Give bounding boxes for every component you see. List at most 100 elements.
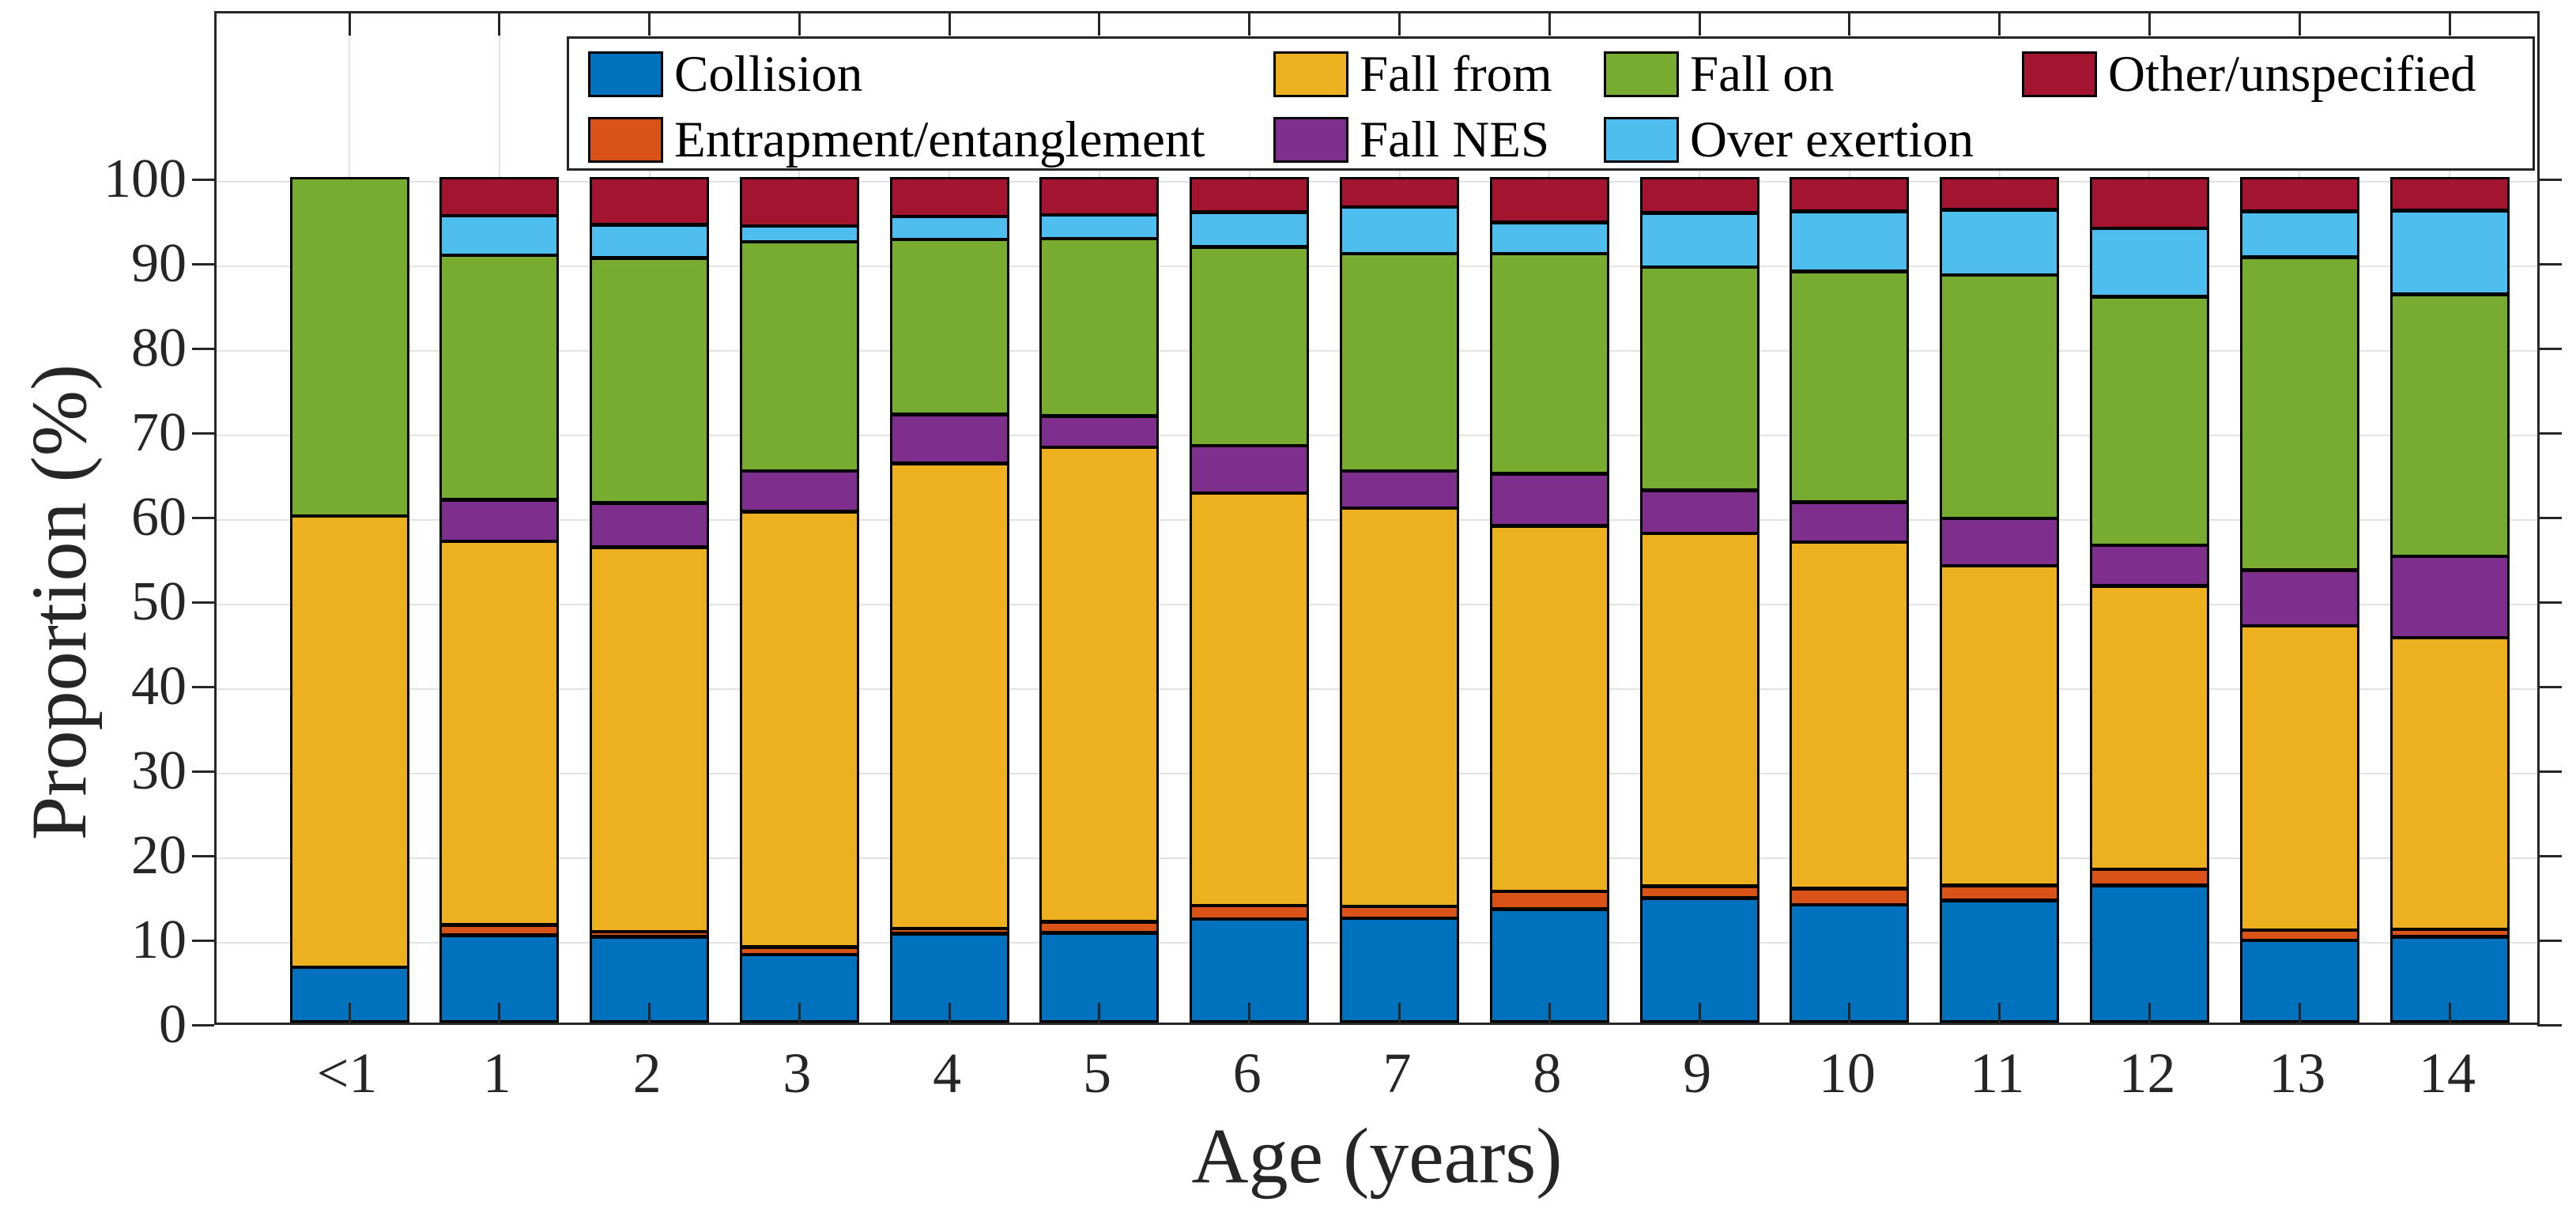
y-tick-left	[192, 939, 214, 942]
bar	[1790, 9, 1910, 1023]
y-tick-label: 70	[131, 402, 187, 463]
y-tick-label: 50	[131, 571, 187, 632]
x-tick-bottom	[348, 1003, 351, 1025]
bar-segment-fall-on	[439, 254, 560, 501]
y-tick-left	[192, 770, 214, 773]
bar-segment-over-exertion	[2089, 228, 2209, 298]
x-tick-bottom	[798, 1003, 801, 1025]
bar-segment-fall-from	[739, 510, 859, 948]
y-tick-right	[2537, 685, 2562, 688]
bar-segment-fall-from	[1489, 525, 1609, 892]
y-tick-label: 80	[131, 318, 187, 379]
x-tick-label: <1	[316, 1042, 378, 1105]
x-tick-bottom	[648, 1003, 651, 1025]
bar-segment-fall-from	[1940, 565, 2060, 887]
y-tick-label: 90	[131, 233, 187, 294]
x-tick-label: 9	[1683, 1042, 1712, 1105]
legend-swatch-other-unspecified	[2022, 51, 2097, 97]
bar-segment-fall-from	[590, 546, 710, 932]
x-tick-bottom	[1848, 1003, 1851, 1025]
y-tick-left	[192, 347, 214, 350]
x-tick-bottom	[2148, 1003, 2151, 1025]
x-tick-top	[648, 13, 651, 36]
bar-segment-over-exertion	[590, 224, 710, 259]
legend-swatch-collision	[588, 51, 663, 97]
y-tick-right	[2537, 1023, 2562, 1027]
y-tick-right	[2537, 601, 2562, 604]
bar-segment-fall-from	[1039, 446, 1160, 923]
x-tick-bottom	[1248, 1003, 1251, 1025]
bar-segment-other-unspecified	[590, 177, 710, 226]
bar-segment-fall-nes	[1340, 470, 1460, 509]
bar-segment-fall-nes	[1790, 501, 1910, 543]
bar-segment-fall-on	[1790, 270, 1910, 503]
y-tick-label: 100	[104, 149, 187, 209]
y-tick-left	[192, 854, 214, 857]
bar-segment-other-unspecified	[2389, 177, 2510, 212]
legend-label: Entrapment/entanglement	[674, 111, 1205, 168]
x-tick-label: 6	[1232, 1042, 1262, 1105]
bar-segment-collision	[1039, 932, 1160, 1023]
bar-segment-other-unspecified	[2089, 177, 2209, 229]
bar	[439, 9, 560, 1023]
x-tick-top	[1698, 13, 1701, 36]
bar-segment-fall-from	[439, 541, 560, 926]
x-tick-bottom	[1098, 1003, 1101, 1025]
legend-label: Collision	[674, 46, 863, 103]
bar-segment-fall-nes	[1039, 415, 1160, 448]
bar-segment-over-exertion	[1489, 221, 1609, 254]
bar-segment-fall-from	[289, 515, 409, 968]
bar-segment-entrapment-entanglement	[2389, 929, 2510, 938]
bar	[1190, 9, 1310, 1023]
bar-segment-over-exertion	[2239, 210, 2359, 258]
y-tick-label: 20	[131, 825, 187, 886]
x-tick-top	[948, 13, 951, 36]
bar-segment-entrapment-entanglement	[1639, 885, 1759, 899]
bar-segment-fall-from	[2239, 625, 2359, 931]
bar	[1340, 9, 1460, 1023]
x-axis-label: Age (years)	[1191, 1112, 1563, 1200]
bar	[1639, 9, 1759, 1023]
bar-segment-fall-on	[1639, 266, 1759, 492]
x-tick-top	[2448, 13, 2451, 36]
bar-segment-collision	[1940, 899, 2060, 1023]
bar-segment-over-exertion	[1940, 209, 2060, 276]
y-tick-right	[2537, 770, 2562, 773]
bar	[1039, 9, 1160, 1023]
bar-segment-other-unspecified	[1639, 177, 1759, 214]
y-tick-label: 0	[159, 994, 187, 1055]
bar-segment-over-exertion	[1639, 212, 1759, 268]
bar-segment-fall-nes	[2089, 544, 2209, 587]
x-tick-label: 7	[1382, 1042, 1412, 1105]
bar-segment-over-exertion	[1190, 211, 1310, 248]
x-tick-top	[1548, 13, 1551, 36]
legend-swatch-fall-nes	[1273, 117, 1348, 163]
bar-segment-other-unspecified	[1190, 177, 1310, 213]
bar-segment-over-exertion	[1039, 214, 1160, 239]
bar-segment-over-exertion	[439, 215, 560, 256]
bar-segment-fall-from	[2089, 585, 2209, 870]
x-tick-label: 14	[2419, 1042, 2476, 1105]
y-tick-left	[192, 262, 214, 266]
legend-label: Fall from	[1360, 46, 1552, 103]
x-tick-label: 8	[1533, 1042, 1562, 1105]
x-tick-label: 1	[482, 1042, 511, 1105]
bar-segment-over-exertion	[2389, 209, 2510, 296]
bar-segment-fall-from	[2389, 637, 2510, 930]
y-tick-right	[2537, 939, 2562, 942]
x-tick-top	[348, 13, 351, 36]
x-tick-label: 10	[1818, 1042, 1876, 1105]
bar-segment-fall-on	[289, 177, 409, 517]
bar-segment-fall-on	[2089, 296, 2209, 546]
x-tick-bottom	[948, 1003, 951, 1025]
y-tick-left	[192, 516, 214, 519]
bar-segment-entrapment-entanglement	[1940, 884, 2060, 902]
legend-label: Other/unspecified	[2108, 46, 2476, 103]
x-tick-bottom	[498, 1003, 501, 1025]
x-tick-label: 11	[1970, 1042, 2025, 1105]
bar-segment-fall-nes	[1190, 445, 1310, 494]
bar-segment-fall-nes	[2239, 569, 2359, 627]
x-tick-bottom	[1698, 1003, 1701, 1025]
bar-segment-collision	[2089, 884, 2209, 1023]
